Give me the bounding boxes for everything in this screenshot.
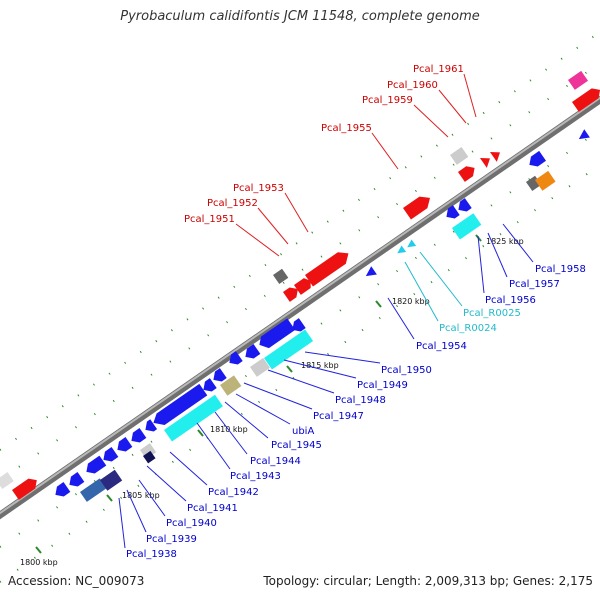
- gene-arrow[interactable]: [273, 268, 289, 285]
- gene-arrow[interactable]: [164, 394, 223, 442]
- gene-arrow[interactable]: [576, 129, 590, 143]
- gene-arrow[interactable]: [405, 239, 417, 250]
- reverse-genes: [52, 129, 590, 502]
- gene-arrow[interactable]: [140, 443, 157, 460]
- gene-arrow[interactable]: [83, 455, 107, 477]
- upper-leader-lines: [235, 73, 477, 257]
- gene-label[interactable]: Pcal_1953: [233, 183, 284, 194]
- gene-arrow[interactable]: [455, 198, 472, 215]
- gene-label[interactable]: Pcal_1956: [485, 295, 536, 306]
- kbp-label: 1805 kbp: [122, 491, 160, 500]
- gene-label[interactable]: Pcal_1948: [335, 395, 386, 406]
- gene-label[interactable]: Pcal_1938: [126, 549, 177, 560]
- gene-label[interactable]: Pcal_R0025: [463, 308, 521, 319]
- gene-arrow[interactable]: [395, 245, 407, 256]
- gene-arrow[interactable]: [305, 248, 352, 287]
- gene-arrow[interactable]: [100, 469, 123, 491]
- gene-label[interactable]: Pcal_1952: [207, 198, 258, 209]
- gene-label[interactable]: Pcal_1949: [357, 380, 408, 391]
- genome-backbone-highlight: [0, 96, 600, 515]
- gene-arrow[interactable]: [142, 419, 158, 435]
- gene-label[interactable]: Pcal_1954: [416, 341, 467, 352]
- gene-arrow[interactable]: [480, 153, 493, 168]
- genome-backbone: [0, 95, 600, 520]
- gene-arrow[interactable]: [12, 475, 40, 500]
- gene-arrow[interactable]: [443, 205, 460, 222]
- gene-label[interactable]: Pcal_1961: [413, 64, 464, 75]
- gene-arrow[interactable]: [452, 213, 482, 240]
- gene-arrow[interactable]: [535, 170, 556, 191]
- gene-arrow[interactable]: [568, 70, 588, 90]
- gene-arrow[interactable]: [80, 478, 107, 502]
- gene-label[interactable]: Pcal_1957: [509, 279, 560, 290]
- accession-text: Accession: NC_009073: [8, 574, 145, 588]
- gene-arrow[interactable]: [363, 266, 377, 280]
- gene-label[interactable]: Pcal_R0024: [439, 323, 497, 334]
- gene-arrow[interactable]: [289, 318, 306, 335]
- gene-arrow[interactable]: [264, 329, 314, 370]
- gene-arrow[interactable]: [256, 318, 296, 351]
- gene-label[interactable]: ubiA: [292, 426, 314, 437]
- gene-arrow[interactable]: [114, 437, 133, 455]
- kbp-label: 1820 kbp: [392, 297, 430, 306]
- gene-arrow[interactable]: [100, 447, 119, 465]
- gene-label[interactable]: Pcal_1959: [362, 95, 413, 106]
- gene-arrow[interactable]: [526, 150, 546, 170]
- lower-leader-lines: [118, 223, 534, 549]
- gene-arrow[interactable]: [200, 378, 217, 395]
- genome-info-text: Topology: circular; Length: 2,009,313 bp…: [263, 574, 593, 588]
- gene-arrow[interactable]: [250, 357, 270, 377]
- kbp-label: 1800 kbp: [20, 558, 58, 567]
- gene-label[interactable]: Pcal_1947: [313, 411, 364, 422]
- gene-label[interactable]: Pcal_1951: [184, 214, 235, 225]
- gene-arrow[interactable]: [242, 344, 261, 362]
- gene-arrow[interactable]: [0, 472, 14, 490]
- gene-label[interactable]: Pcal_1960: [387, 80, 438, 91]
- gene-arrow[interactable]: [66, 472, 85, 490]
- genome-title: Pyrobaculum calidifontis JCM 11548, comp…: [120, 9, 480, 24]
- gene-arrow[interactable]: [128, 428, 147, 446]
- gene-label[interactable]: Pcal_1942: [208, 487, 259, 498]
- gene-arrow[interactable]: [52, 482, 71, 500]
- kbp-label: 1825 kbp: [486, 237, 524, 246]
- rna-leader-lines: [404, 251, 463, 322]
- gene-label[interactable]: Pcal_1955: [321, 123, 372, 134]
- gene-label[interactable]: Pcal_1945: [271, 440, 322, 451]
- gene-arrow[interactable]: [572, 85, 600, 112]
- forward-genes: [0, 70, 600, 500]
- gene-label[interactable]: Pcal_1939: [146, 534, 197, 545]
- gene-arrow[interactable]: [294, 276, 314, 295]
- gene-arrow[interactable]: [283, 284, 301, 302]
- kbp-label: 1815 kbp: [301, 361, 339, 370]
- gene-arrow[interactable]: [450, 147, 469, 165]
- gene-label[interactable]: Pcal_1958: [535, 264, 586, 275]
- gene-arrow[interactable]: [403, 192, 434, 220]
- gene-label[interactable]: Pcal_1944: [250, 456, 301, 467]
- kbp-major-ticks: [35, 234, 482, 554]
- gene-arrow[interactable]: [220, 375, 242, 396]
- gene-arrow[interactable]: [143, 450, 156, 464]
- gene-arrow[interactable]: [490, 147, 503, 162]
- gene-arrow[interactable]: [458, 163, 478, 182]
- gene-label[interactable]: Pcal_1950: [381, 365, 432, 376]
- gene-arrow[interactable]: [226, 351, 243, 368]
- gene-arrow[interactable]: [210, 368, 227, 385]
- gene-label[interactable]: Pcal_1940: [166, 518, 217, 529]
- gene-label[interactable]: Pcal_1943: [230, 471, 281, 482]
- gene-arrow[interactable]: [150, 383, 208, 430]
- gene-label[interactable]: Pcal_1941: [187, 503, 238, 514]
